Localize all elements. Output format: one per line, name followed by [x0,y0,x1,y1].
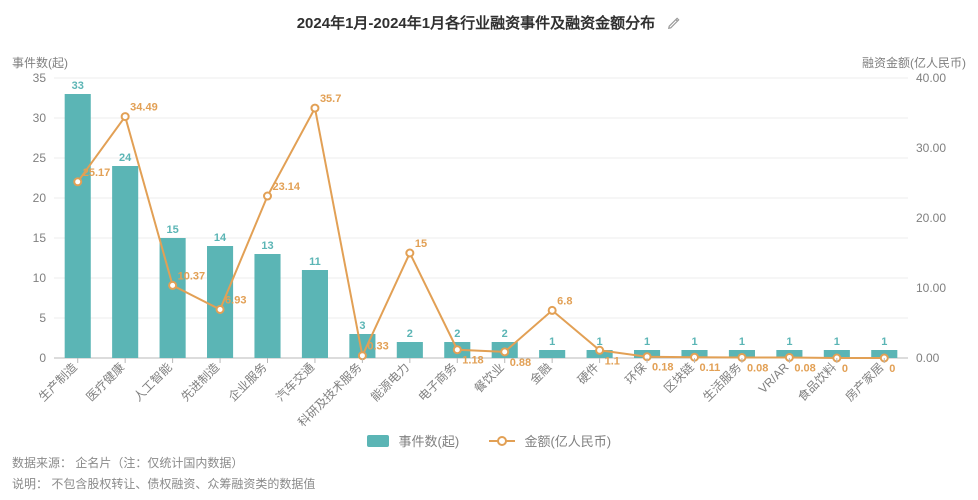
bar-value-label: 1 [834,336,840,348]
line-point [454,346,461,353]
line-value-label: 0 [889,363,895,375]
line-series [78,108,885,358]
line-point [264,193,271,200]
bar [254,254,280,358]
footer-source-label: 数据来源： [12,456,72,470]
legend-swatch-line [489,435,515,450]
footer-line-2: 说明： 不包含股权转让、债权融资、众筹融资类的数据值 [12,474,315,494]
line-point [122,113,129,120]
line-point [169,282,176,289]
y-left-tick: 10 [33,271,47,285]
line-value-label: 1.1 [605,355,620,367]
bar [112,166,138,358]
bar [302,270,328,358]
line-value-label: 0.08 [747,362,768,374]
y-right-tick: 20.00 [916,211,946,225]
y-left-tick: 35 [33,71,47,85]
y-right-tick: 0.00 [916,351,940,365]
y-left-tick: 30 [33,111,47,125]
edit-icon[interactable] [667,16,681,34]
footer-note-label: 说明： [12,477,48,491]
line-value-label: 23.14 [273,181,301,193]
x-category-label: 硬件 [575,360,602,387]
chart-title-text: 2024年1月-2024年1月各行业融资事件及融资金额分布 [297,15,655,32]
plot-area: 051015202530350.0010.0020.0030.0040.0033… [54,78,908,358]
y-left-tick: 25 [33,151,47,165]
bar-value-label: 13 [261,240,273,252]
chart-footer: 数据来源： 企名片（注：仅统计国内数据） 说明： 不包含股权转让、债权融资、众筹… [12,453,315,494]
y-right-tick: 40.00 [916,71,946,85]
x-category-label: 人工智能 [130,360,175,405]
y-left-tick: 15 [33,231,47,245]
bar-value-label: 24 [119,152,132,164]
bar-value-label: 1 [644,336,650,348]
bar-value-label: 3 [359,320,365,332]
bar-value-label: 2 [502,328,508,340]
bar-value-label: 1 [739,336,745,348]
y-right-tick: 30.00 [916,141,946,155]
line-value-label: 35.7 [320,93,341,105]
bar [65,94,91,358]
chart-title: 2024年1月-2024年1月各行业融资事件及融资金额分布 [0,12,978,34]
line-point [596,347,603,354]
bar-value-label: 1 [549,336,555,348]
x-category-label: 医疗健康 [83,360,128,405]
line-value-label: 0.33 [367,341,388,353]
x-category-label: 房产家居 [842,360,887,405]
x-category-label: 环保 [622,360,649,387]
x-category-label: 先进制造 [178,360,222,404]
bar [539,350,565,358]
x-category-label: 汽车交通 [273,360,318,405]
line-value-label: 6.8 [557,295,572,307]
chart-container: 2024年1月-2024年1月各行业融资事件及融资金额分布 事件数(起) 融资金… [0,0,978,500]
line-point [74,178,81,185]
y-left-axis-title: 事件数(起) [12,54,68,71]
line-point [217,306,224,313]
legend-label-bar: 事件数(起) [399,434,460,449]
line-value-label: 0 [842,363,848,375]
y-right-tick: 10.00 [916,281,946,295]
footer-source-value: 企名片（注：仅统计国内数据） [75,456,243,470]
bar-value-label: 1 [786,336,792,348]
line-value-label: 0.88 [510,357,531,369]
y-left-tick: 5 [39,311,46,325]
line-value-label: 34.49 [130,102,158,114]
bar-value-label: 11 [309,256,321,268]
x-category-label: 能源电力 [368,360,412,404]
line-value-label: 0.18 [652,362,673,374]
y-right-axis-title: 融资金额(亿人民币) [862,54,966,71]
bar [397,342,423,358]
bar-value-label: 15 [166,224,178,236]
y-left-tick: 20 [33,191,47,205]
bar-value-label: 33 [72,80,84,92]
legend-label-line: 金额(亿人民币) [524,434,611,449]
legend: 事件数(起) 金额(亿人民币) [0,431,978,450]
line-value-label: 10.37 [178,270,206,282]
line-value-label: 0.11 [700,362,721,374]
bar-value-label: 1 [881,336,887,348]
y-left-tick: 0 [39,351,46,365]
bar-value-label: 1 [691,336,697,348]
line-value-label: 6.93 [225,294,246,306]
bar-value-label: 14 [214,232,227,244]
x-category-label: 电子商务 [415,360,460,405]
x-category-label: 企业服务 [225,360,270,405]
line-point [406,250,413,257]
x-category-label: 生产制造 [36,360,80,404]
footer-line-1: 数据来源： 企名片（注：仅统计国内数据） [12,453,315,473]
line-value-label: 25.17 [83,167,111,179]
bar-value-label: 2 [407,328,413,340]
line-point [549,307,556,314]
footer-note-value: 不包含股权转让、债权融资、众筹融资类的数据值 [51,477,315,491]
bar-value-label: 2 [454,328,460,340]
line-point [501,348,508,355]
line-value-label: 0.08 [794,362,815,374]
line-point [311,105,318,112]
legend-swatch-bar [367,435,389,447]
line-value-label: 1.18 [462,355,483,367]
line-value-label: 15 [415,238,427,250]
